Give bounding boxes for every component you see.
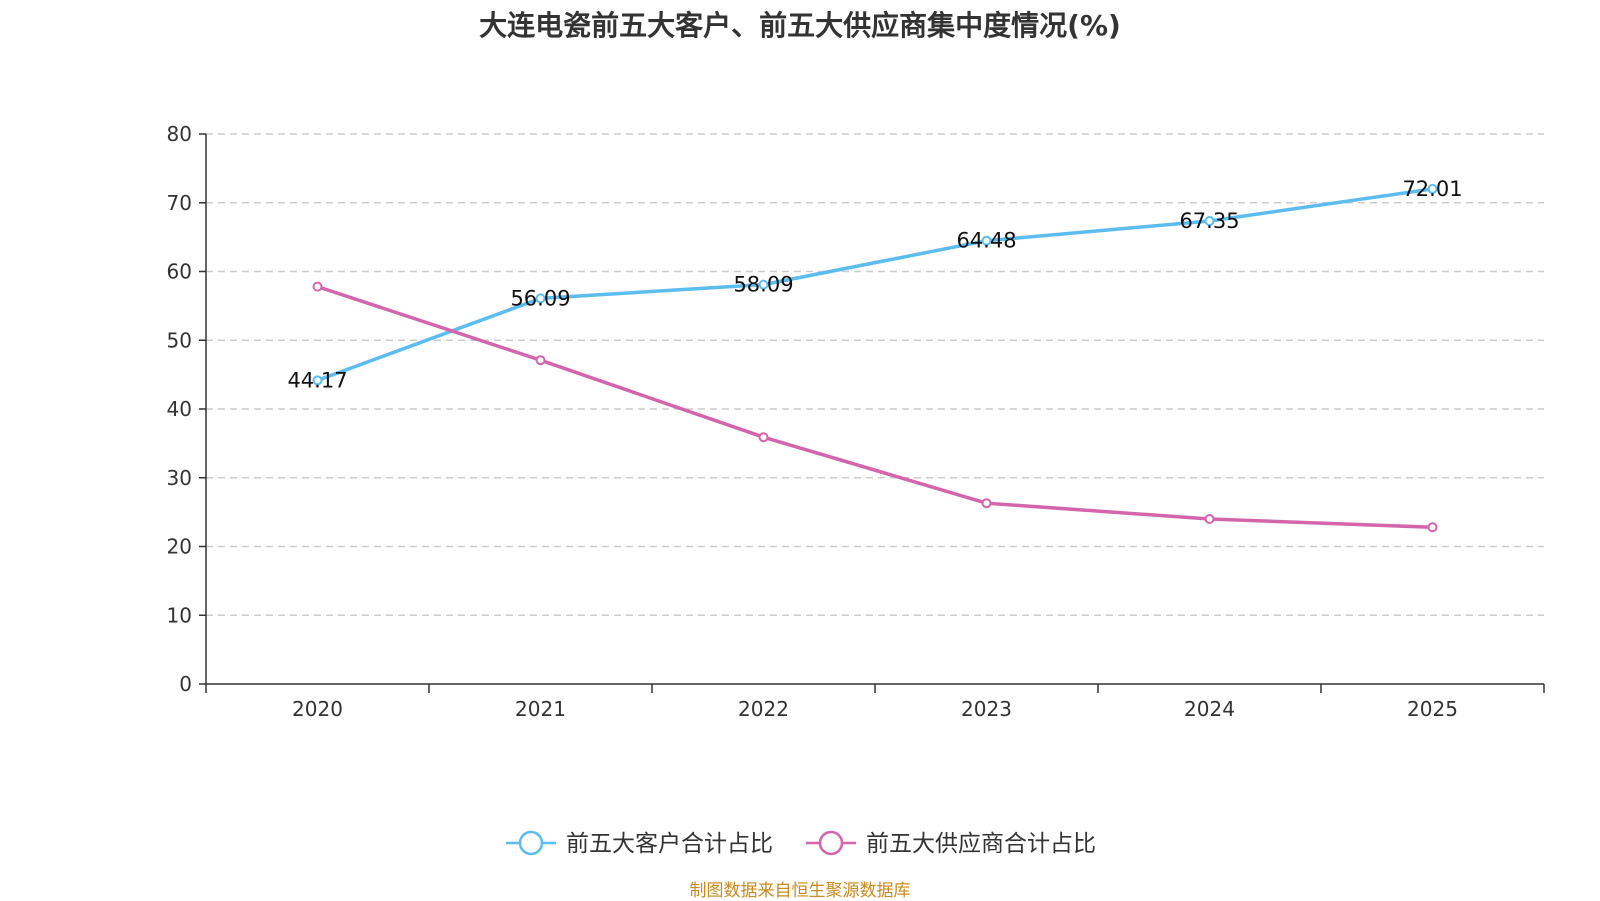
x-tick-label: 2021 xyxy=(515,697,566,721)
source-note: 制图数据来自恒生聚源数据库 xyxy=(689,881,911,901)
y-tick-label: 70 xyxy=(167,191,192,215)
data-point xyxy=(535,355,546,366)
x-tick-label: 2023 xyxy=(961,697,1012,721)
x-tick-label: 2024 xyxy=(1184,697,1235,721)
data-point xyxy=(1427,522,1438,533)
series-line-2 xyxy=(316,284,1433,529)
legend-label-2: 前五大供应商合计占比 xyxy=(866,831,1096,857)
data-point xyxy=(758,279,769,290)
data-label: 67.35 xyxy=(1179,209,1239,233)
data-point xyxy=(535,293,546,304)
data-label: 44.17 xyxy=(287,368,347,392)
y-tick-label: 0 xyxy=(179,672,192,696)
y-tick-label: 10 xyxy=(167,603,192,627)
data-point xyxy=(1204,514,1215,524)
legend-marker-icon xyxy=(518,830,544,856)
data-label: 72.01 xyxy=(1402,177,1462,201)
legend-marker-icon xyxy=(818,830,844,856)
y-tick-label: 60 xyxy=(167,260,192,284)
y-tick-label: 50 xyxy=(167,328,192,352)
data-point xyxy=(312,281,323,292)
y-tick-label: 40 xyxy=(167,397,192,421)
data-label: 64.48 xyxy=(956,229,1016,253)
y-tick-label: 30 xyxy=(167,466,192,490)
data-label: 58.09 xyxy=(733,273,793,297)
x-tick-label: 2022 xyxy=(738,697,789,721)
x-tick-label: 2025 xyxy=(1407,697,1458,721)
legend-label-1: 前五大客户合计占比 xyxy=(566,831,773,857)
data-point xyxy=(758,432,769,443)
data-point xyxy=(1204,215,1215,226)
x-tick-label: 2020 xyxy=(292,697,343,721)
y-tick-label: 20 xyxy=(167,535,192,559)
data-point xyxy=(312,375,323,386)
data-label: 56.09 xyxy=(510,286,570,310)
chart-title: 大连电瓷前五大客户、前五大供应商集中度情况(%) xyxy=(479,9,1121,42)
y-tick-label: 80 xyxy=(167,122,192,146)
series-line-1 xyxy=(316,187,1433,382)
data-point xyxy=(981,498,992,509)
data-point xyxy=(1427,183,1438,194)
data-point xyxy=(981,235,992,246)
